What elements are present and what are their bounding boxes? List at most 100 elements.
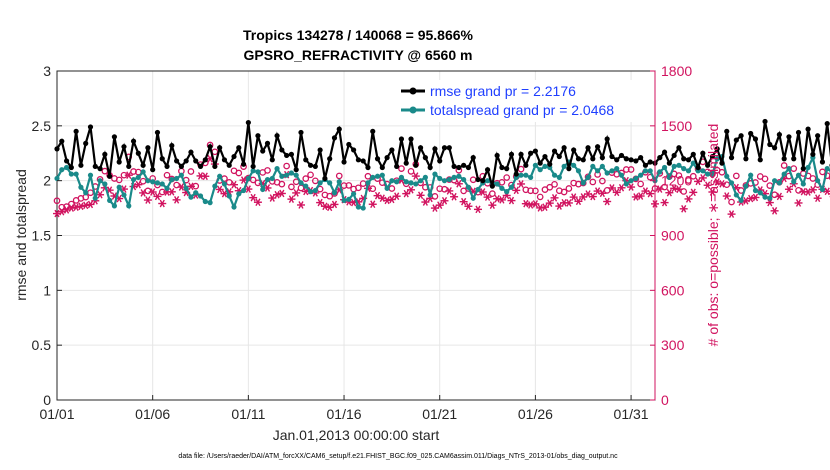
rmse-point bbox=[465, 164, 472, 171]
totalspread-point bbox=[504, 189, 510, 195]
totalspread-point bbox=[370, 174, 376, 180]
assimilated-marker bbox=[316, 198, 325, 207]
assimilated-marker bbox=[201, 172, 210, 181]
totalspread-point bbox=[594, 168, 601, 174]
assimilated-marker bbox=[627, 183, 636, 191]
totalspread-point bbox=[666, 174, 672, 180]
x-tick-label: 01/11 bbox=[231, 406, 265, 422]
rmse-point bbox=[671, 152, 677, 159]
totalspread-point bbox=[360, 205, 366, 211]
possible-marker bbox=[264, 167, 271, 174]
y2-tick-label: 900 bbox=[661, 228, 685, 244]
possible-marker bbox=[68, 200, 75, 208]
assimilated-marker bbox=[153, 192, 162, 201]
assimilated-marker bbox=[540, 203, 549, 211]
possible-marker bbox=[369, 185, 377, 193]
totalspread-point bbox=[135, 174, 141, 180]
rmse-point bbox=[341, 159, 347, 165]
totalspread-point bbox=[791, 179, 797, 185]
assimilated-marker bbox=[215, 185, 224, 194]
assimilated-marker bbox=[545, 199, 554, 207]
possible-marker bbox=[139, 177, 147, 185]
totalspread-point bbox=[733, 192, 739, 198]
possible-marker bbox=[771, 191, 778, 199]
possible-marker bbox=[311, 177, 319, 185]
totalspread-point bbox=[470, 195, 476, 201]
grid bbox=[56, 70, 655, 401]
rmse-point bbox=[518, 151, 524, 157]
totalspread-point bbox=[207, 200, 213, 206]
assimilated-marker bbox=[517, 180, 526, 188]
assimilated-marker bbox=[76, 202, 85, 211]
rmse-point bbox=[102, 151, 108, 157]
totalspread-point bbox=[236, 191, 242, 197]
assimilated-marker bbox=[330, 200, 339, 209]
possible-marker bbox=[388, 185, 396, 192]
totalspread-point bbox=[255, 169, 261, 175]
totalspread-point bbox=[441, 178, 448, 184]
totalspread-point bbox=[738, 197, 744, 204]
assimilated-marker bbox=[392, 192, 401, 201]
assimilated-marker bbox=[368, 200, 377, 209]
assimilated-marker bbox=[402, 189, 411, 198]
possible-marker bbox=[355, 184, 362, 192]
rmse-point bbox=[714, 146, 720, 152]
totalspread-point bbox=[231, 204, 237, 210]
assimilated-marker bbox=[172, 196, 181, 204]
possible-marker bbox=[225, 178, 233, 186]
totalspread-point bbox=[800, 181, 806, 187]
assimilated-marker bbox=[507, 196, 516, 205]
y2-tick-label: 300 bbox=[661, 337, 685, 353]
totalspread-point bbox=[154, 180, 161, 186]
rmse-point bbox=[327, 156, 333, 162]
possible-marker bbox=[603, 187, 611, 194]
totalspread-point bbox=[767, 195, 773, 201]
totalspread-point bbox=[92, 195, 98, 201]
rmse-point bbox=[523, 162, 529, 168]
rmse-point bbox=[461, 162, 467, 168]
assimilated-marker bbox=[813, 194, 822, 203]
rmse-point bbox=[365, 164, 371, 171]
rmse-point bbox=[111, 134, 118, 140]
assimilated-marker bbox=[665, 188, 674, 197]
rmse-point bbox=[97, 166, 103, 172]
rmse-point bbox=[480, 178, 486, 184]
rmse-point bbox=[92, 163, 98, 170]
rmse-point bbox=[303, 157, 309, 163]
totalspread-point bbox=[341, 197, 347, 204]
rmse-point bbox=[484, 167, 491, 173]
rmse-point bbox=[126, 163, 132, 170]
assimilated-marker bbox=[411, 172, 420, 180]
totalspread-point bbox=[528, 174, 534, 180]
rmse-point bbox=[293, 167, 299, 173]
possible-marker bbox=[158, 188, 166, 196]
possible-marker bbox=[297, 184, 305, 192]
totalspread-point bbox=[427, 192, 433, 198]
rmse-point bbox=[733, 137, 739, 143]
rmse-point bbox=[159, 156, 165, 162]
possible-marker bbox=[780, 162, 788, 169]
rmse-point bbox=[54, 146, 60, 152]
rmse-point bbox=[212, 163, 218, 170]
totalspread-point bbox=[815, 178, 821, 184]
x-tick-label: 01/06 bbox=[135, 406, 170, 422]
totalspread-point bbox=[150, 179, 156, 185]
rmse-point bbox=[298, 129, 304, 136]
totalspread-point bbox=[97, 178, 103, 184]
totalspread-point bbox=[618, 172, 625, 178]
totalspread-point bbox=[805, 164, 811, 171]
assimilated-marker bbox=[450, 192, 459, 201]
totalspread-point bbox=[451, 174, 457, 180]
rmse-point bbox=[681, 156, 687, 162]
totalspread-point bbox=[68, 171, 74, 177]
possible-marker bbox=[517, 165, 525, 173]
axes-layer: 0 0.5 1 1.5 2 2.5 3 0 300 600 900 1200 1500 1800 01/01… bbox=[32, 63, 693, 422]
rmse-point bbox=[221, 157, 228, 163]
totalspread-point bbox=[642, 168, 649, 174]
rmse-point bbox=[269, 157, 275, 163]
assimilated-marker bbox=[698, 174, 707, 182]
rmse-point bbox=[68, 164, 74, 171]
rmse-point bbox=[786, 134, 792, 140]
possible-marker bbox=[565, 185, 573, 192]
totalspread-point bbox=[537, 167, 543, 173]
